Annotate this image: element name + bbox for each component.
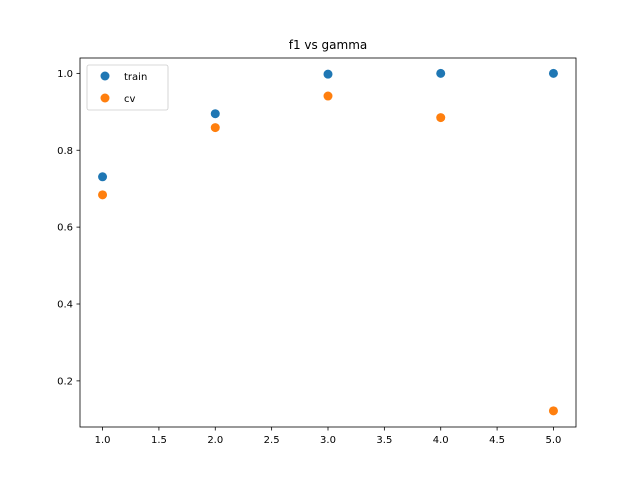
series-cv bbox=[98, 91, 558, 416]
y-axis: 0.2 0.4 0.6 0.8 1.0 bbox=[57, 69, 80, 387]
data-point-cv bbox=[323, 91, 333, 101]
legend: train cv bbox=[86, 64, 169, 111]
x-tick-label: 5.0 bbox=[546, 435, 562, 446]
x-tick-label: 4.5 bbox=[489, 435, 505, 446]
y-tick-label: 1.0 bbox=[57, 69, 73, 80]
data-point-train bbox=[210, 109, 220, 119]
legend-label: train bbox=[124, 72, 147, 83]
x-tick-label: 1.0 bbox=[95, 435, 111, 446]
y-tick-label: 0.2 bbox=[57, 376, 73, 387]
data-point-train bbox=[98, 172, 108, 182]
x-axis: 1.0 1.5 2.0 2.5 3.0 3.5 4.0 4.5 5.0 bbox=[95, 427, 562, 446]
series-train bbox=[98, 68, 558, 182]
data-point-cv bbox=[548, 406, 558, 416]
x-tick-label: 4.0 bbox=[433, 435, 449, 446]
data-point-train bbox=[436, 68, 446, 78]
x-tick-label: 3.5 bbox=[376, 435, 392, 446]
legend-label: cv bbox=[124, 94, 135, 105]
legend-marker bbox=[100, 71, 110, 81]
chart-title: f1 vs gamma bbox=[289, 38, 368, 52]
data-point-cv bbox=[98, 190, 108, 200]
data-point-cv bbox=[436, 113, 446, 123]
x-tick-label: 2.5 bbox=[264, 435, 280, 446]
data-point-cv bbox=[210, 123, 220, 133]
data-point-train bbox=[323, 69, 333, 79]
data-point-train bbox=[548, 68, 558, 78]
y-tick-label: 0.4 bbox=[57, 300, 73, 311]
y-tick-label: 0.6 bbox=[57, 223, 73, 234]
x-tick-label: 2.0 bbox=[207, 435, 223, 446]
y-tick-label: 0.8 bbox=[57, 146, 73, 157]
plot-area bbox=[98, 68, 558, 416]
x-tick-label: 3.0 bbox=[320, 435, 336, 446]
x-tick-label: 1.5 bbox=[151, 435, 167, 446]
legend-marker bbox=[100, 93, 110, 103]
